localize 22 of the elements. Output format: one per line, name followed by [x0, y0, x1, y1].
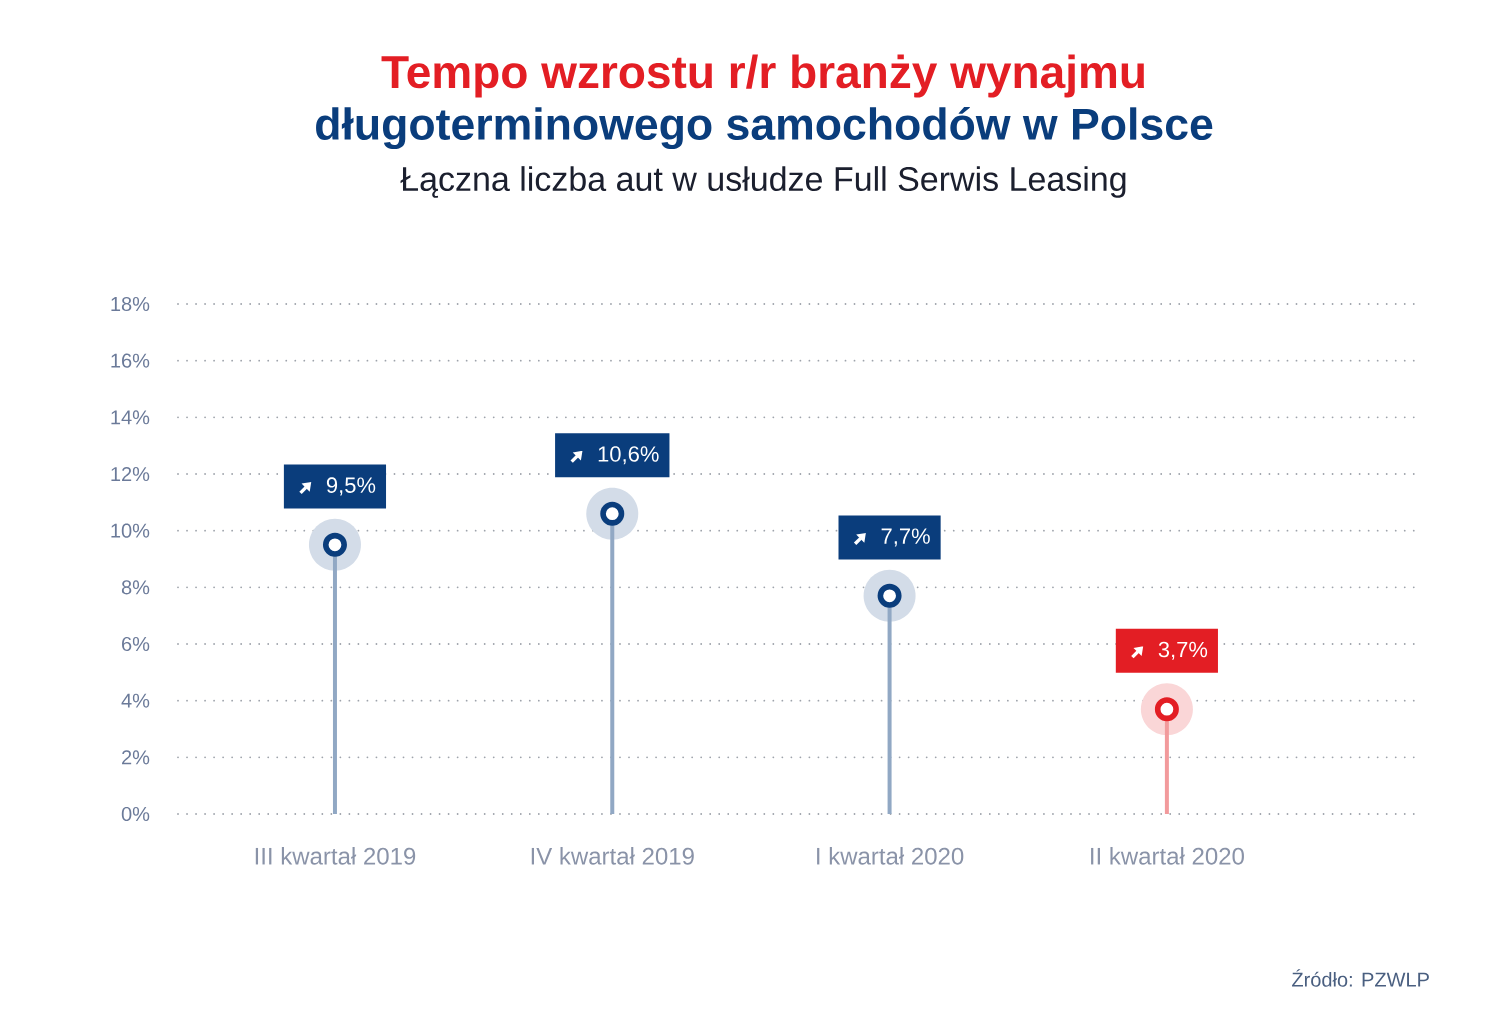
y-tick-label: 0%: [121, 806, 150, 822]
data-label: 10,6%: [598, 446, 659, 465]
x-tick-label: III kwartał 2019: [255, 847, 416, 865]
y-tick-label: 2%: [122, 750, 150, 765]
x-tick-label: IV kwartał 2019: [531, 847, 694, 865]
data-label: 3,7%: [1158, 641, 1208, 660]
y-tick-label: 10%: [111, 523, 150, 538]
y-tick-label: 16%: [111, 353, 150, 368]
chart-title: Tempo wzrostu r/r branży wynajmu: [381, 54, 1144, 98]
y-tick-label: 12%: [111, 466, 150, 482]
text: Łączna liczba aut w usłudze Full Serwis Leasing: [400, 166, 1126, 198]
y-tick-label: 8%: [121, 580, 150, 595]
y-tick-label: 14%: [111, 410, 150, 425]
y-tick-label: 6%: [122, 636, 150, 652]
data-label: 7,7%: [881, 528, 930, 547]
x-tick-label: II kwartał 2020: [1091, 847, 1244, 865]
x-tick-label: I kwartał 2020: [817, 847, 964, 865]
data-label: 9,5%: [326, 477, 376, 496]
chart-subtitle: długoterminowego samochodów w Polsce: [316, 106, 1213, 150]
text: Źródło: PZWLP: [1292, 969, 1429, 987]
y-tick-label: 18%: [111, 296, 150, 312]
y-tick-label: 4%: [121, 693, 150, 708]
